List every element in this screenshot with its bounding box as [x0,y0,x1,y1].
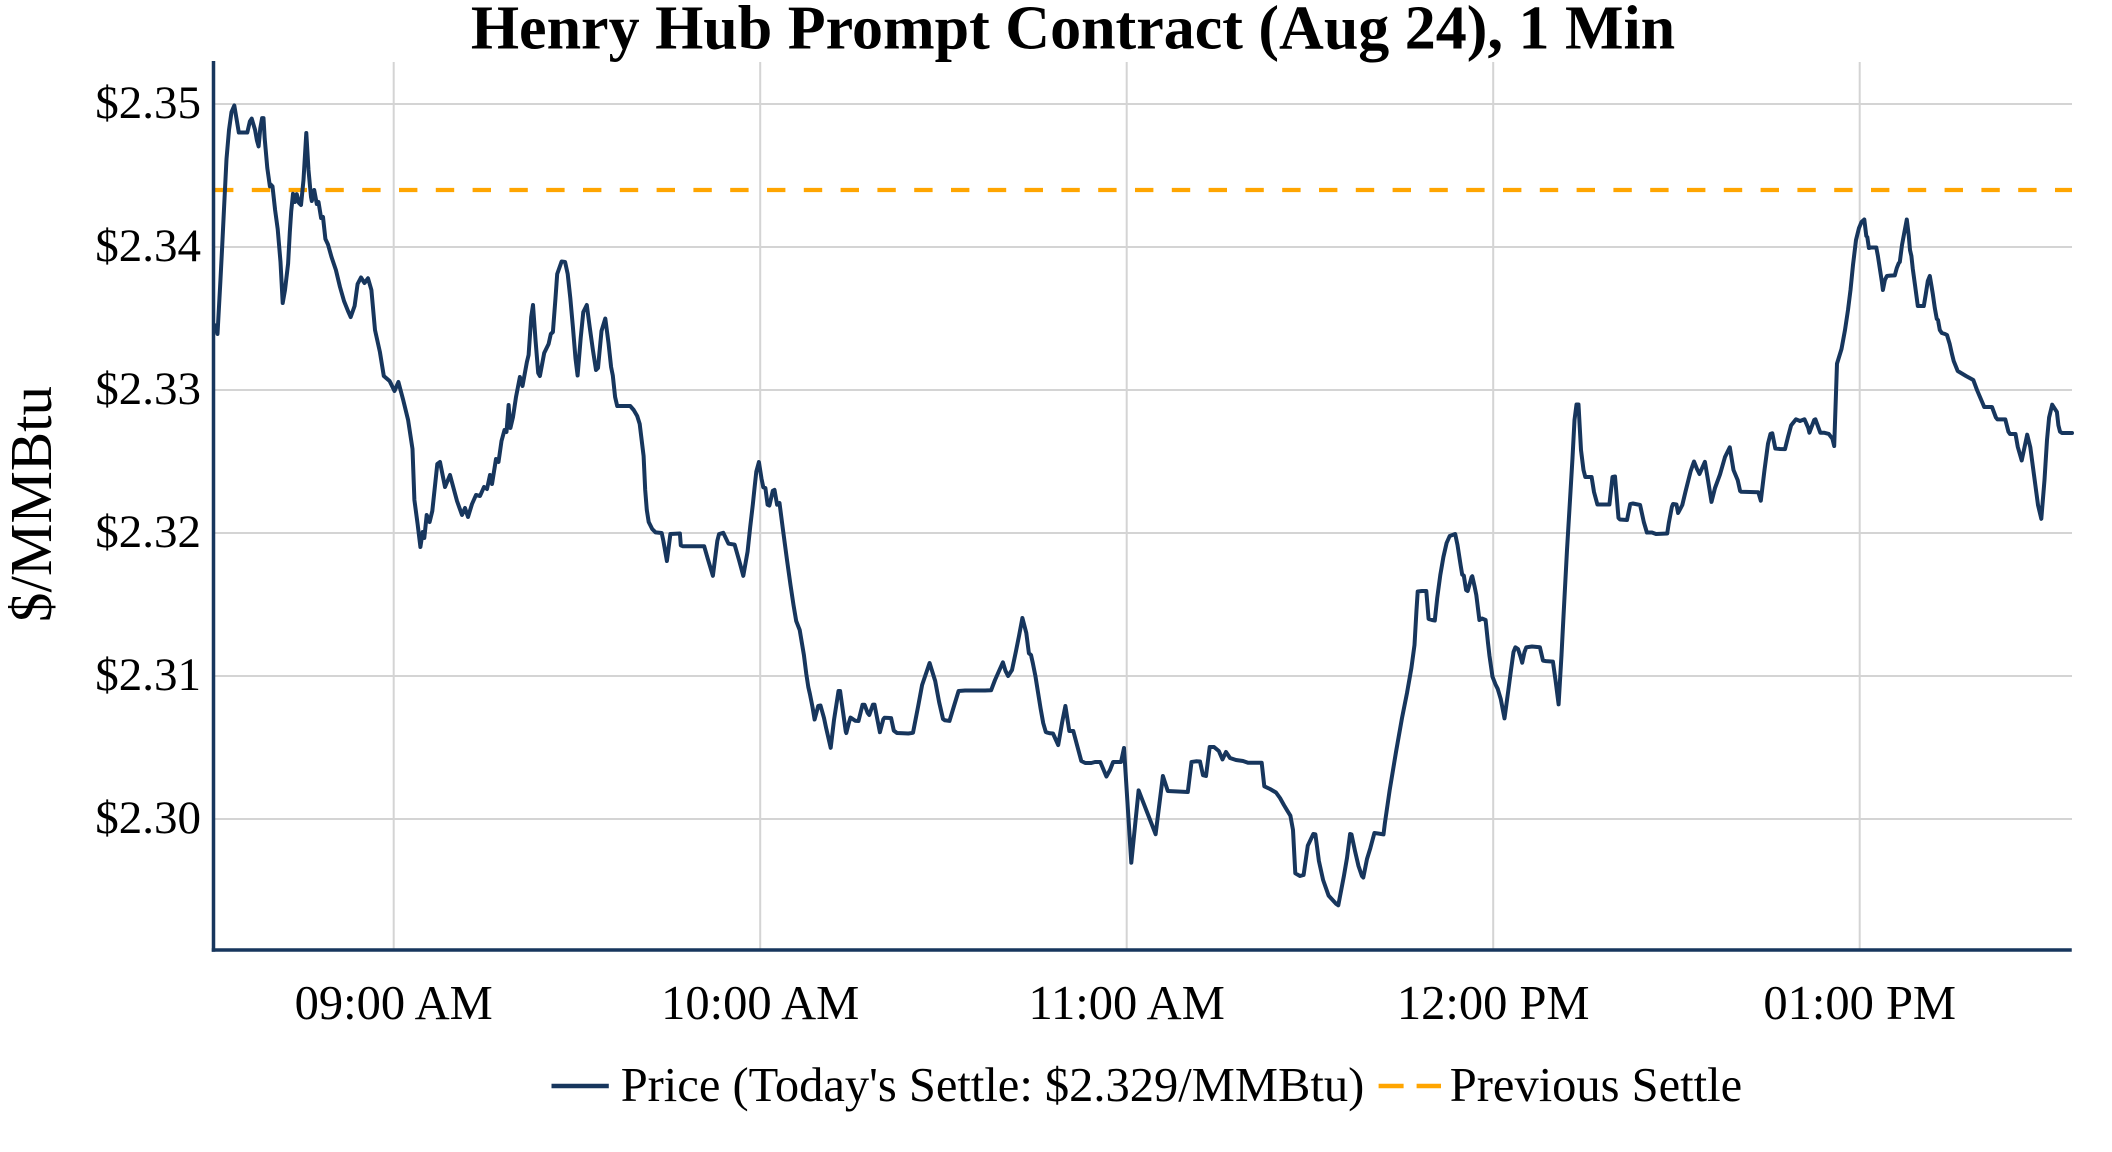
svg-text:$2.32: $2.32 [95,506,201,558]
svg-text:09:00 AM: 09:00 AM [295,977,493,1030]
svg-text:Price (Today's Settle: $2.329/: Price (Today's Settle: $2.329/MMBtu) [621,1059,1365,1112]
svg-text:$2.31: $2.31 [95,649,201,701]
svg-text:$/MMBtu: $/MMBtu [0,386,64,622]
svg-text:Henry Hub Prompt Contract (Aug: Henry Hub Prompt Contract (Aug 24), 1 Mi… [471,0,1675,63]
svg-text:12:00 PM: 12:00 PM [1397,977,1590,1030]
svg-text:Previous Settle: Previous Settle [1450,1059,1742,1112]
svg-text:$2.34: $2.34 [95,220,201,272]
svg-text:01:00 PM: 01:00 PM [1763,977,1956,1030]
svg-text:$2.30: $2.30 [95,792,201,844]
svg-text:11:00 AM: 11:00 AM [1029,977,1225,1030]
svg-text:10:00 AM: 10:00 AM [661,977,859,1030]
svg-text:$2.33: $2.33 [95,363,201,415]
svg-text:$2.35: $2.35 [95,77,201,129]
